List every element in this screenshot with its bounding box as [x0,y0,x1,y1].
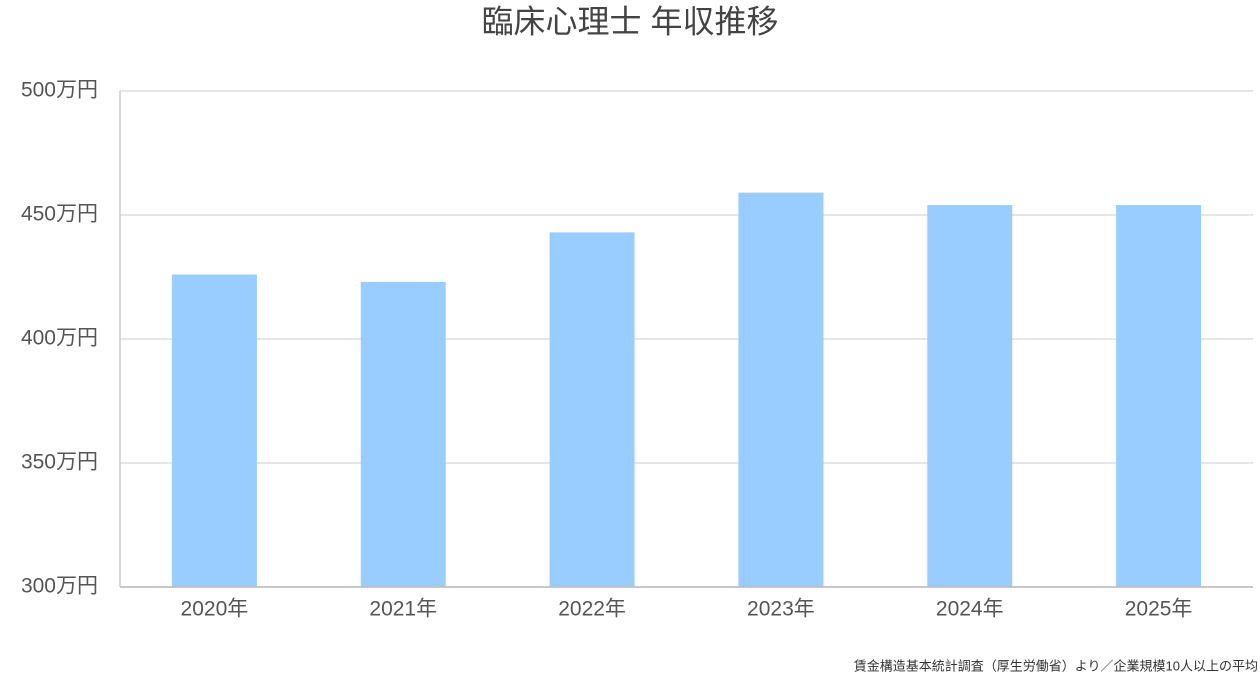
y-tick-label: 300万円 [21,575,98,598]
x-tick-label: 2022年 [558,598,626,621]
x-tick-label: 2023年 [747,598,815,621]
bar [1116,205,1202,587]
bar [549,232,635,588]
x-tick-label: 2021年 [369,598,437,621]
bar [171,274,257,587]
x-tick-label: 2024年 [936,598,1004,621]
bar [360,281,446,587]
chart-title: 臨床心理士 年収推移 [482,3,779,39]
source-note: 賃金構造基本統計調査（厚生労働省）より／企業規模10人以上の平均 [854,658,1258,673]
y-tick-label: 350万円 [21,451,98,474]
x-tick-label: 2020年 [181,598,249,621]
bar [927,205,1013,587]
y-tick-label: 500万円 [21,79,98,102]
y-tick-label: 400万円 [21,327,98,350]
bar [738,192,824,587]
y-tick-label: 450万円 [21,203,98,226]
x-tick-label: 2025年 [1125,598,1193,621]
